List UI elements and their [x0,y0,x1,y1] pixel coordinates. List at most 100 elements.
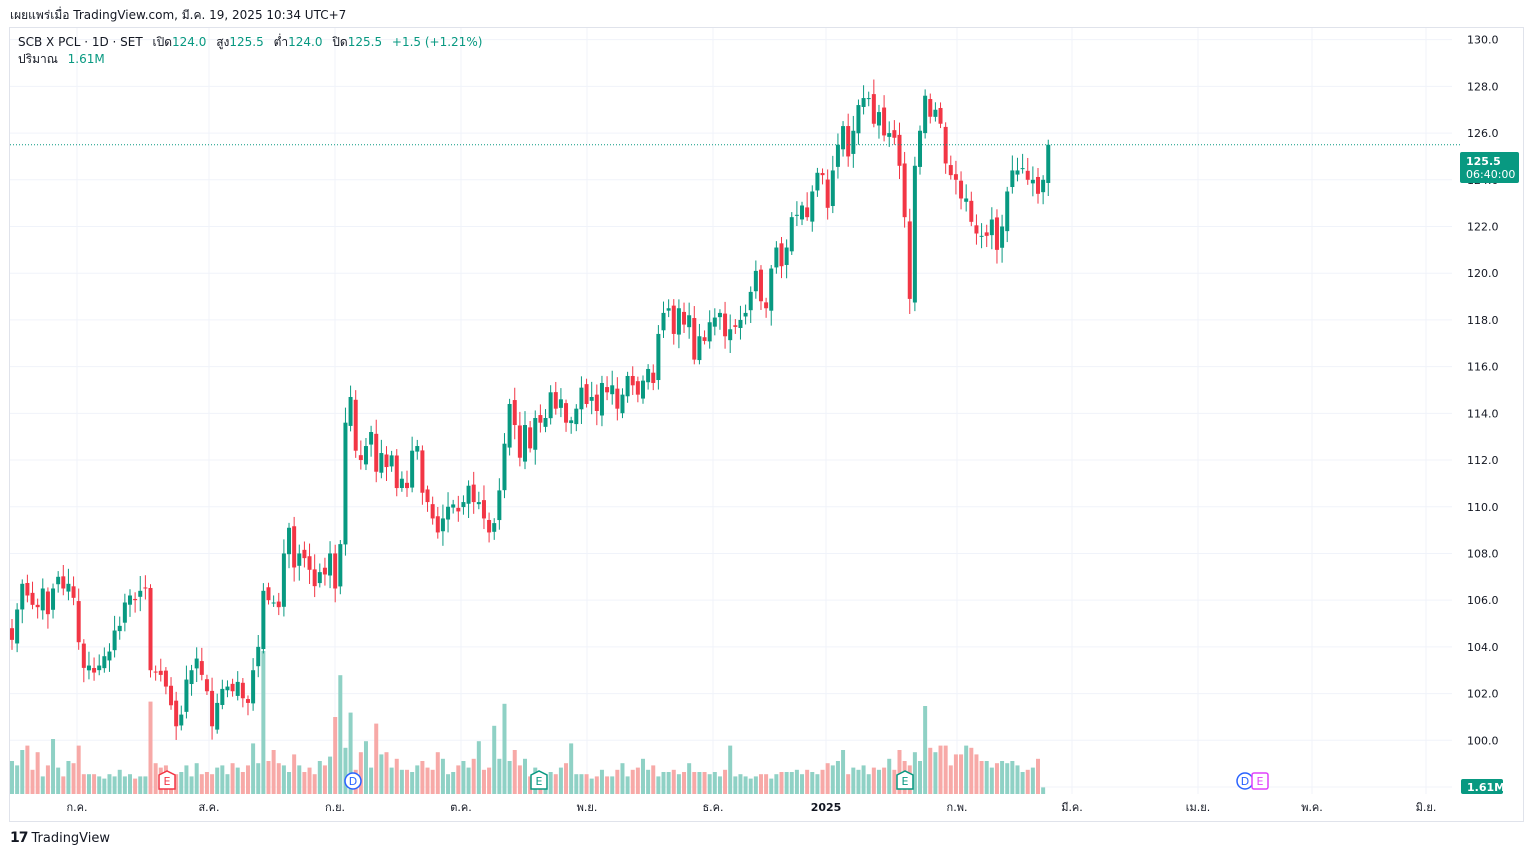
candle[interactable] [948,155,953,180]
candle[interactable] [830,155,835,214]
candle[interactable] [938,102,943,129]
candle[interactable] [369,425,374,457]
candle[interactable] [676,299,681,349]
candle[interactable] [179,705,184,731]
candle[interactable] [476,491,481,510]
candle[interactable] [512,387,517,440]
candle[interactable] [266,582,271,605]
candle[interactable] [1025,157,1030,185]
candle[interactable] [107,643,112,672]
earnings-marker[interactable]: E [1251,772,1269,790]
candle[interactable] [615,377,620,421]
candle[interactable] [86,651,91,680]
candle[interactable] [425,485,430,512]
candle[interactable] [81,639,86,683]
candle[interactable] [276,592,281,616]
candle[interactable] [481,485,486,530]
candle[interactable] [912,156,917,312]
candle[interactable] [769,264,774,326]
candle[interactable] [143,575,148,600]
candle[interactable] [964,184,969,212]
candle[interactable] [1000,214,1005,263]
candle[interactable] [456,495,461,522]
candle[interactable] [297,544,302,581]
candle[interactable] [723,301,728,349]
candle[interactable] [943,122,948,174]
candle[interactable] [10,618,14,650]
candle[interactable] [363,437,368,471]
candle[interactable] [1030,166,1035,197]
candle[interactable] [51,583,56,619]
candle[interactable] [959,171,964,210]
candle[interactable] [789,212,794,255]
candle[interactable] [743,304,748,325]
candle[interactable] [861,85,866,115]
candle[interactable] [661,301,666,338]
candle[interactable] [430,496,435,525]
candle[interactable] [605,376,610,401]
candle[interactable] [584,378,589,408]
candle[interactable] [133,592,138,613]
candle[interactable] [728,314,733,353]
candle[interactable] [292,516,297,582]
candle[interactable] [163,667,168,695]
candle[interactable] [322,557,327,586]
candle[interactable] [784,239,789,279]
candle[interactable] [620,388,625,419]
candle[interactable] [646,364,651,390]
candle[interactable] [317,563,322,588]
dividend-marker[interactable]: D [1236,772,1254,790]
candle[interactable] [20,579,25,624]
candle[interactable] [394,449,399,497]
candle[interactable] [215,693,220,734]
candle[interactable] [892,120,897,145]
candle[interactable] [358,440,363,470]
candle[interactable] [287,522,292,569]
candle[interactable] [466,480,471,519]
candle[interactable] [692,306,697,365]
candle[interactable] [440,504,445,546]
candle[interactable] [758,265,763,310]
candle[interactable] [127,589,132,617]
candle[interactable] [261,583,266,654]
candle[interactable] [389,450,394,472]
candle[interactable] [528,421,533,453]
candle[interactable] [328,541,333,589]
candle[interactable] [635,376,640,403]
candle[interactable] [138,576,143,612]
candle[interactable] [871,79,876,128]
candle[interactable] [625,371,630,403]
candle[interactable] [1005,186,1010,243]
candle[interactable] [774,241,779,274]
candle[interactable] [435,507,440,539]
candle[interactable] [210,677,215,740]
candle[interactable] [717,309,722,330]
candle[interactable] [969,191,974,227]
candle[interactable] [45,587,50,629]
candle[interactable] [507,398,512,456]
candle[interactable] [230,678,235,697]
candle[interactable] [405,470,410,497]
candle[interactable] [492,518,497,540]
candle[interactable] [240,678,245,708]
candle[interactable] [343,407,348,556]
candle[interactable] [800,201,805,226]
candle[interactable] [733,319,738,334]
candle[interactable] [451,499,456,514]
candle[interactable] [523,411,527,470]
candle[interactable] [184,665,189,719]
candle[interactable] [553,381,558,415]
candle[interactable] [805,192,810,221]
candle[interactable] [446,492,451,533]
candle[interactable] [153,665,158,681]
earnings-marker[interactable]: E [158,770,176,790]
candle[interactable] [923,89,928,139]
candle[interactable] [779,237,784,279]
candle[interactable] [256,634,261,678]
earnings-marker[interactable]: E [896,770,914,790]
candle[interactable] [856,99,861,145]
candle[interactable] [825,169,830,220]
candle[interactable] [712,308,717,336]
candle[interactable] [979,223,984,249]
